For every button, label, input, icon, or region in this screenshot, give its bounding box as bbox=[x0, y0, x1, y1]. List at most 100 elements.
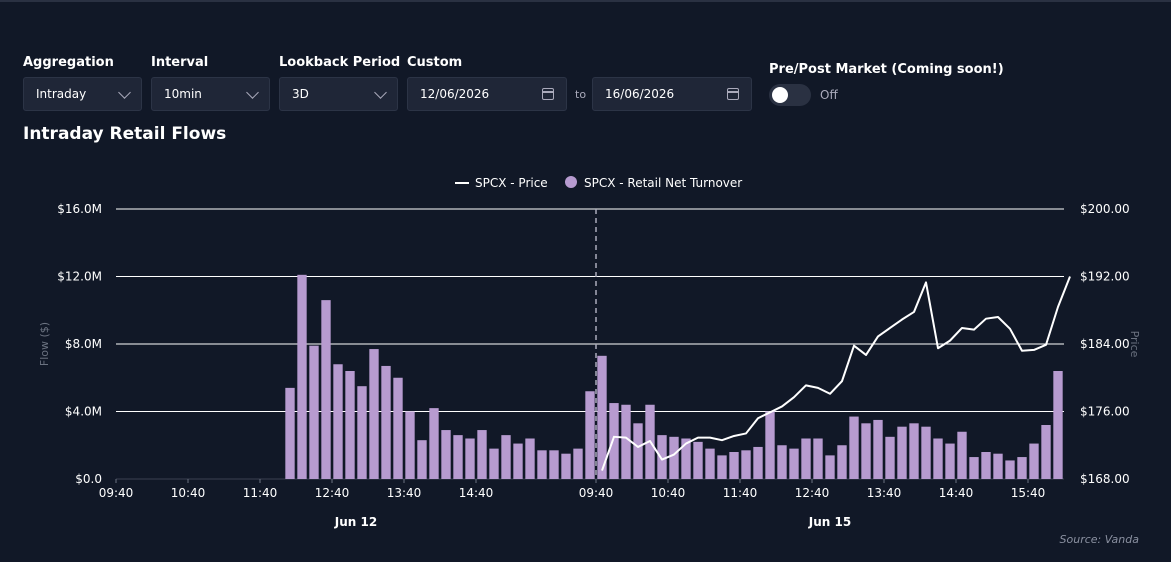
interval-select[interactable]: 10min bbox=[151, 77, 270, 111]
top-border bbox=[0, 0, 1171, 2]
legend-flow-label: SPCX - Retail Net Turnover bbox=[584, 176, 742, 190]
x-tick-label: 10:40 bbox=[651, 486, 686, 500]
flow-bar bbox=[285, 387, 295, 479]
flow-bar bbox=[549, 450, 559, 479]
flow-bar bbox=[1017, 457, 1027, 479]
flow-bar bbox=[633, 423, 643, 479]
flow-bar bbox=[873, 419, 883, 479]
flow-bar bbox=[717, 455, 727, 479]
lookback-label: Lookback Period bbox=[279, 55, 401, 70]
flow-bar bbox=[609, 403, 619, 479]
flow-bar bbox=[945, 443, 955, 479]
flow-bar bbox=[321, 300, 331, 479]
flow-bar bbox=[885, 436, 895, 479]
x-tick-label: 14:40 bbox=[459, 486, 494, 500]
x-tick-label: 15:40 bbox=[1011, 486, 1046, 500]
flow-bar bbox=[465, 438, 475, 479]
prepost-label: Pre/Post Market (Coming soon!) bbox=[769, 62, 1004, 77]
flow-bar bbox=[1029, 443, 1039, 479]
flow-bar bbox=[489, 448, 499, 479]
chevron-down-icon bbox=[246, 85, 259, 99]
x-tick-label: 11:40 bbox=[723, 486, 758, 500]
flow-bar bbox=[813, 438, 823, 479]
y-right-tick-label: $192.00 bbox=[1080, 270, 1130, 284]
flow-bar bbox=[825, 455, 835, 479]
flow-bar bbox=[369, 349, 379, 479]
flow-bar bbox=[849, 416, 859, 479]
x-tick-label: 13:40 bbox=[867, 486, 902, 500]
flow-bar bbox=[801, 438, 811, 479]
day-label: Jun 12 bbox=[334, 515, 377, 529]
flow-bar bbox=[933, 438, 943, 479]
date-from-value: 12/06/2026 bbox=[420, 87, 490, 101]
flow-bar bbox=[525, 438, 535, 479]
interval-label: Interval bbox=[151, 55, 209, 70]
legend-flow-swatch bbox=[565, 176, 577, 188]
flow-bar bbox=[381, 365, 391, 479]
flow-bar bbox=[441, 430, 451, 479]
date-from-input[interactable]: 12/06/2026 bbox=[407, 77, 567, 111]
flow-bar bbox=[981, 452, 991, 479]
legend-price-label: SPCX - Price bbox=[475, 176, 548, 190]
x-tick-label: 09:40 bbox=[579, 486, 614, 500]
prepost-state: Off bbox=[820, 88, 838, 102]
aggregation-select[interactable]: Intraday bbox=[23, 77, 142, 111]
flow-bar bbox=[429, 408, 439, 479]
date-to-input[interactable]: 16/06/2026 bbox=[592, 77, 752, 111]
flow-bar bbox=[753, 446, 763, 479]
flow-bar bbox=[357, 386, 367, 479]
flow-bar bbox=[537, 450, 547, 479]
y-left-axis-title: Flow ($) bbox=[38, 322, 51, 366]
y-left-tick-label: $16.0M bbox=[57, 202, 102, 216]
flow-bar bbox=[513, 443, 523, 479]
flow-bar bbox=[957, 431, 967, 479]
y-right-tick-label: $168.00 bbox=[1080, 472, 1130, 486]
flow-bar bbox=[921, 426, 931, 479]
source-note: Source: Vanda bbox=[1059, 533, 1139, 546]
section-title: Intraday Retail Flows bbox=[23, 124, 227, 144]
flow-bar bbox=[297, 274, 307, 479]
flow-bar bbox=[669, 436, 679, 479]
flow-bar bbox=[909, 423, 919, 479]
flow-bar bbox=[789, 448, 799, 479]
y-right-tick-label: $200.00 bbox=[1080, 202, 1130, 216]
y-right-axis-title: Price bbox=[1128, 331, 1141, 358]
x-tick-label: 09:40 bbox=[99, 486, 134, 500]
flow-bar bbox=[393, 377, 403, 479]
y-left-tick-label: $12.0M bbox=[57, 270, 102, 284]
lookback-select[interactable]: 3D bbox=[279, 77, 398, 111]
flow-bar bbox=[597, 355, 607, 479]
flow-bar bbox=[477, 430, 487, 479]
date-to-value: 16/06/2026 bbox=[605, 87, 675, 101]
flow-bar bbox=[333, 364, 343, 479]
flow-bar bbox=[417, 440, 427, 479]
prepost-toggle[interactable] bbox=[769, 84, 811, 106]
flow-bar bbox=[573, 448, 583, 479]
flow-bar bbox=[705, 448, 715, 479]
flow-bar bbox=[777, 445, 787, 479]
calendar-icon[interactable] bbox=[727, 88, 739, 100]
chevron-down-icon bbox=[374, 85, 387, 99]
flow-bar bbox=[897, 426, 907, 479]
aggregation-value: Intraday bbox=[36, 87, 87, 101]
price-line bbox=[601, 276, 1071, 471]
flow-bar bbox=[729, 452, 739, 479]
x-tick-label: 13:40 bbox=[387, 486, 422, 500]
flow-bar bbox=[1005, 460, 1015, 479]
y-left-tick-label: $4.0M bbox=[65, 405, 102, 419]
day-label: Jun 15 bbox=[808, 515, 851, 529]
toggle-knob bbox=[772, 87, 788, 103]
flow-bar bbox=[693, 441, 703, 479]
flow-bar bbox=[681, 438, 691, 479]
y-left-tick-label: $0.0 bbox=[75, 472, 102, 486]
flow-bar bbox=[309, 345, 319, 479]
lookback-value: 3D bbox=[292, 87, 309, 101]
flow-bar bbox=[837, 445, 847, 479]
flow-bar bbox=[741, 450, 751, 479]
calendar-icon[interactable] bbox=[542, 88, 554, 100]
flow-bar bbox=[1041, 425, 1051, 479]
flow-bar bbox=[405, 411, 415, 479]
x-tick-label: 12:40 bbox=[315, 486, 350, 500]
y-right-tick-label: $184.00 bbox=[1080, 337, 1130, 351]
custom-label: Custom bbox=[407, 55, 463, 70]
